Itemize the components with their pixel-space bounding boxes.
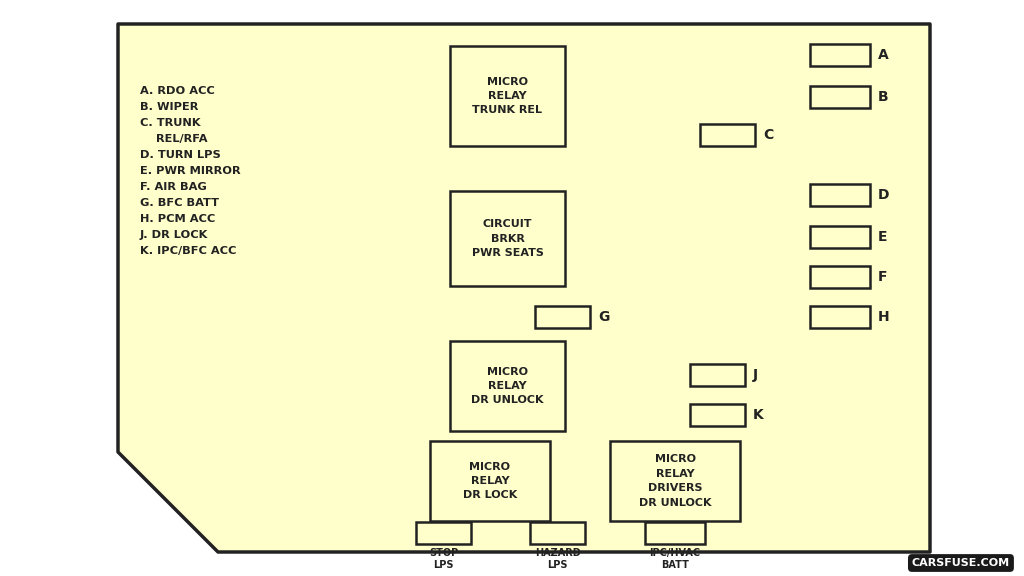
Text: MICRO
RELAY
TRUNK REL: MICRO RELAY TRUNK REL [472,77,543,115]
Bar [810,86,870,108]
Bar [450,341,565,431]
Text: CARSFUSE.COM: CARSFUSE.COM [912,558,1010,568]
Text: MICRO
RELAY
DR UNLOCK: MICRO RELAY DR UNLOCK [471,366,544,406]
Bar [810,306,870,328]
Bar [610,441,740,521]
Bar [430,441,550,521]
Bar [416,522,471,544]
Text: IPC/HVAC
BATT: IPC/HVAC BATT [649,548,700,570]
Text: E: E [878,230,888,244]
Bar [645,522,705,544]
Bar [700,124,755,146]
Text: HAZARD
LPS: HAZARD LPS [535,548,581,570]
Text: D: D [878,188,890,202]
Bar [690,404,745,426]
Bar [810,226,870,248]
Text: F: F [878,270,888,284]
Text: K: K [753,408,764,422]
Text: A: A [878,48,889,62]
Bar [690,364,745,386]
Text: H: H [878,310,890,324]
Text: MICRO
RELAY
DRIVERS
DR UNLOCK: MICRO RELAY DRIVERS DR UNLOCK [639,454,712,507]
Polygon shape [118,24,930,552]
Bar [810,44,870,66]
Bar [810,184,870,206]
Bar [530,522,585,544]
Text: G: G [598,310,609,324]
Bar [450,46,565,146]
Text: C: C [763,128,773,142]
Text: MICRO
RELAY
DR LOCK: MICRO RELAY DR LOCK [463,461,517,501]
Text: B: B [878,90,889,104]
Text: CIRCUIT
BRKR
PWR SEATS: CIRCUIT BRKR PWR SEATS [472,219,544,258]
Bar [535,306,590,328]
Bar [450,191,565,286]
Text: STOP
LPS: STOP LPS [429,548,458,570]
Bar [810,266,870,288]
Text: J: J [753,368,758,382]
Text: A. RDO ACC
B. WIPER
C. TRUNK
    REL/RFA
D. TURN LPS
E. PWR MIRROR
F. AIR BAG
G.: A. RDO ACC B. WIPER C. TRUNK REL/RFA D. … [140,86,241,256]
